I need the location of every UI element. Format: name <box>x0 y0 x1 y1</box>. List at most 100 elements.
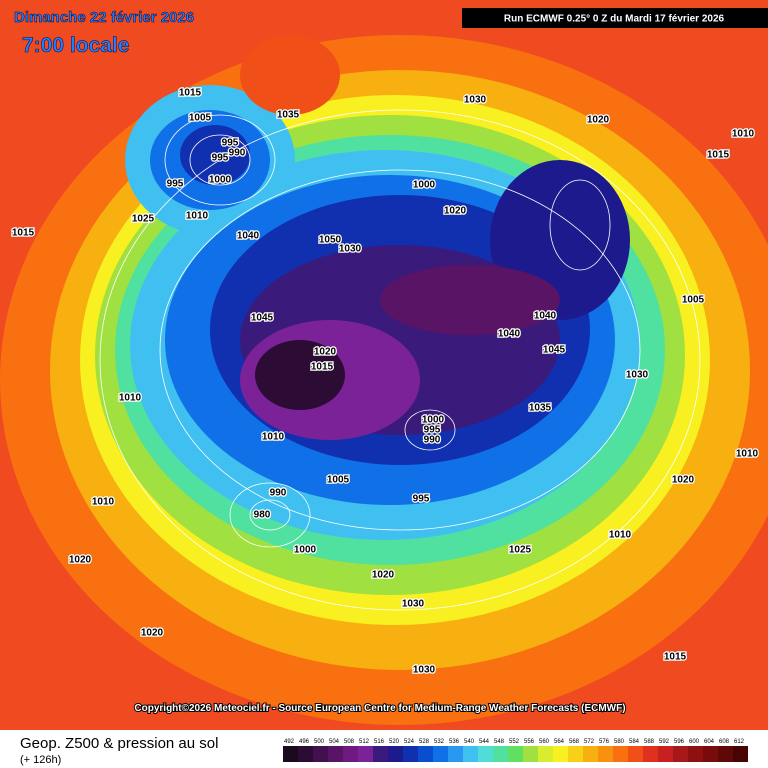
colorbar-swatch <box>433 746 448 762</box>
colorbar-swatch <box>493 746 508 762</box>
band <box>380 265 560 335</box>
isobar-label: 1020 <box>372 570 395 581</box>
colorbar-swatch <box>418 746 433 762</box>
isobar-label: 990 <box>424 435 441 446</box>
colorbar-tick-label: 588 <box>644 739 655 745</box>
colorbar-swatch <box>628 746 643 762</box>
colorbar-swatch <box>673 746 688 762</box>
colorbar-tick-label: 556 <box>524 739 535 745</box>
colorbar-tick-label: 572 <box>584 739 595 745</box>
isobar-label: 1020 <box>672 475 695 486</box>
colorbar-swatch <box>703 746 718 762</box>
colorbar-tick-label: 528 <box>419 739 430 745</box>
colorbar-swatch <box>538 746 553 762</box>
footer-subtitle: (+ 126h) <box>20 754 61 766</box>
isobar-label: 1035 <box>277 110 300 121</box>
isobar-label: 995 <box>167 179 184 190</box>
geopotential-field <box>0 35 768 725</box>
forecast-time: 7:00 locale <box>22 34 129 57</box>
run-info: Run ECMWF 0.25° 0 Z du Mardi 17 février … <box>504 14 725 25</box>
isobar-label: 995 <box>413 494 430 505</box>
isobar-label: 1025 <box>132 214 155 225</box>
colorbar: 492 496 500 504 508 512 516 520 524 528 532 536 540 5… <box>283 739 748 762</box>
colorbar-swatch <box>658 746 673 762</box>
isobar-label: 995 <box>424 425 441 436</box>
colorbar-tick-label: 540 <box>464 739 475 745</box>
colorbar-tick-label: 600 <box>689 739 700 745</box>
colorbar-tick-label: 584 <box>629 739 640 745</box>
isobar-label: 1000 <box>422 415 445 426</box>
colorbar-tick-label: 568 <box>569 739 580 745</box>
isobar-label: 1000 <box>413 180 436 191</box>
band <box>180 125 250 185</box>
colorbar-tick-label: 548 <box>494 739 505 745</box>
colorbar-tick-label: 512 <box>359 739 370 745</box>
colorbar-swatch <box>283 746 298 762</box>
isobar-label: 980 <box>254 510 271 521</box>
isobar-label: 1030 <box>402 599 425 610</box>
isobar-label: 1015 <box>707 150 730 161</box>
colorbar-tick-label: 508 <box>344 739 355 745</box>
isobar-label: 995 <box>212 153 229 164</box>
isobar-label: 1030 <box>626 370 649 381</box>
isobar-label: 1045 <box>251 313 274 324</box>
colorbar-swatch <box>643 746 658 762</box>
colorbar-tick-label: 608 <box>719 739 730 745</box>
band <box>240 35 340 115</box>
isobar-label: 1010 <box>609 530 632 541</box>
isobar-label: 1010 <box>732 129 755 140</box>
colorbar-swatch <box>688 746 703 762</box>
isobar-label: 1030 <box>464 95 487 106</box>
colorbar-swatch <box>523 746 538 762</box>
isobar-label: 1000 <box>209 175 232 186</box>
isobar-label: 990 <box>229 148 246 159</box>
isobar-label: 1005 <box>189 113 212 124</box>
colorbar-tick-label: 496 <box>299 739 310 745</box>
band <box>255 340 345 410</box>
isobar-labels: 1015100599599099510009951035103010201010… <box>11 86 760 677</box>
colorbar-swatch <box>718 746 733 762</box>
colorbar-swatch <box>553 746 568 762</box>
forecast-date: Dimanche 22 février 2026 <box>14 9 194 26</box>
isobar-label: 1030 <box>413 665 436 676</box>
isobar-label: 1010 <box>262 432 285 443</box>
footer-title: Geop. Z500 & pression au sol <box>20 735 218 752</box>
colorbar-swatch <box>583 746 598 762</box>
colorbar-swatch <box>298 746 313 762</box>
isobar-label: 990 <box>270 488 287 499</box>
isobar-label: 1020 <box>314 347 337 358</box>
isobar-label: 1020 <box>444 206 467 217</box>
colorbar-tick-label: 536 <box>449 739 460 745</box>
isobar-label: 1000 <box>294 545 317 556</box>
colorbar-tick-label: 544 <box>479 739 490 745</box>
isobar-label: 1020 <box>587 115 610 126</box>
colorbar-tick-label: 532 <box>434 739 445 745</box>
colorbar-swatch <box>463 746 478 762</box>
isobar-label: 1015 <box>311 362 334 373</box>
isobar-label: 1050 <box>319 235 342 246</box>
isobar-label: 1010 <box>186 211 209 222</box>
colorbar-tick-label: 500 <box>314 739 325 745</box>
colorbar-swatch <box>313 746 328 762</box>
colorbar-swatch <box>508 746 523 762</box>
isobar-label: 1015 <box>664 652 687 663</box>
colorbar-tick-label: 604 <box>704 739 715 745</box>
colorbar-tick-label: 612 <box>734 739 745 745</box>
isobar-label: 1040 <box>534 311 557 322</box>
run-banner <box>462 8 768 28</box>
colorbar-tick-label: 504 <box>329 739 340 745</box>
isobar-label: 1015 <box>179 88 202 99</box>
isobar-label: 1020 <box>69 555 92 566</box>
colorbar-tick-label: 592 <box>659 739 670 745</box>
colorbar-swatch <box>343 746 358 762</box>
colorbar-swatch <box>403 746 418 762</box>
isobar-label: 1040 <box>237 231 260 242</box>
colorbar-swatch <box>388 746 403 762</box>
colorbar-tick-label: 560 <box>539 739 550 745</box>
colorbar-swatch <box>733 746 748 762</box>
isobar-label: 1030 <box>339 244 362 255</box>
isobar-label: 1045 <box>543 345 566 356</box>
colorbar-tick-label: 492 <box>284 739 295 745</box>
isobar-label: 1010 <box>736 449 759 460</box>
colorbar-swatch <box>598 746 613 762</box>
